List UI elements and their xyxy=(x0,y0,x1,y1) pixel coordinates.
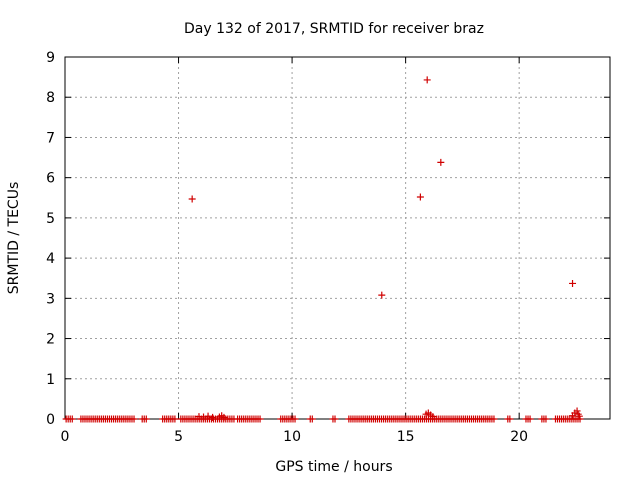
data-point xyxy=(378,291,386,299)
data-point xyxy=(188,195,196,203)
data-point xyxy=(331,415,339,423)
data-point xyxy=(308,415,316,423)
data-point xyxy=(506,415,514,423)
axis-ticks xyxy=(64,56,610,420)
x-tick-label: 20 xyxy=(510,429,528,445)
x-tick-label: 0 xyxy=(61,429,70,445)
y-tick-label: 1 xyxy=(46,372,55,388)
data-point xyxy=(542,415,550,423)
y-tick-label: 9 xyxy=(46,50,55,66)
y-axis-label: SRMTID / TECUs xyxy=(6,182,22,295)
y-tick-label: 2 xyxy=(46,332,55,348)
data-point xyxy=(142,415,150,423)
data-point xyxy=(130,415,138,423)
data-point xyxy=(569,279,577,287)
data-point xyxy=(291,415,299,423)
data-point xyxy=(423,76,431,84)
data-point xyxy=(171,415,179,423)
x-tick-label: 10 xyxy=(283,429,301,445)
data-point xyxy=(68,415,76,423)
y-tick-label: 5 xyxy=(46,211,55,227)
data-point xyxy=(490,415,498,423)
y-tick-label: 0 xyxy=(46,412,55,428)
x-tick-label: 5 xyxy=(174,429,183,445)
y-tick-label: 3 xyxy=(46,291,55,307)
x-axis-label: GPS time / hours xyxy=(275,459,392,475)
x-axis-tick-labels: 0 5 10 15 20 xyxy=(61,429,529,445)
chart-title: Day 132 of 2017, SRMTID for receiver bra… xyxy=(184,21,484,37)
data-point xyxy=(526,415,534,423)
data-point xyxy=(437,158,445,166)
data-point xyxy=(256,415,264,423)
data-point xyxy=(576,415,584,423)
data-point xyxy=(573,407,581,415)
plot-frame xyxy=(64,56,611,420)
y-axis-tick-labels: 0 1 2 3 4 5 6 7 8 9 xyxy=(46,50,55,428)
y-tick-label: 7 xyxy=(46,130,55,146)
x-tick-label: 15 xyxy=(397,429,415,445)
y-tick-label: 8 xyxy=(46,90,55,106)
data-point xyxy=(209,413,217,421)
data-point xyxy=(416,193,424,201)
grid-lines xyxy=(65,57,610,419)
y-tick-label: 6 xyxy=(46,171,55,187)
baseline-zero-points xyxy=(62,415,584,423)
data-points xyxy=(188,76,583,421)
y-tick-label: 4 xyxy=(46,251,55,267)
